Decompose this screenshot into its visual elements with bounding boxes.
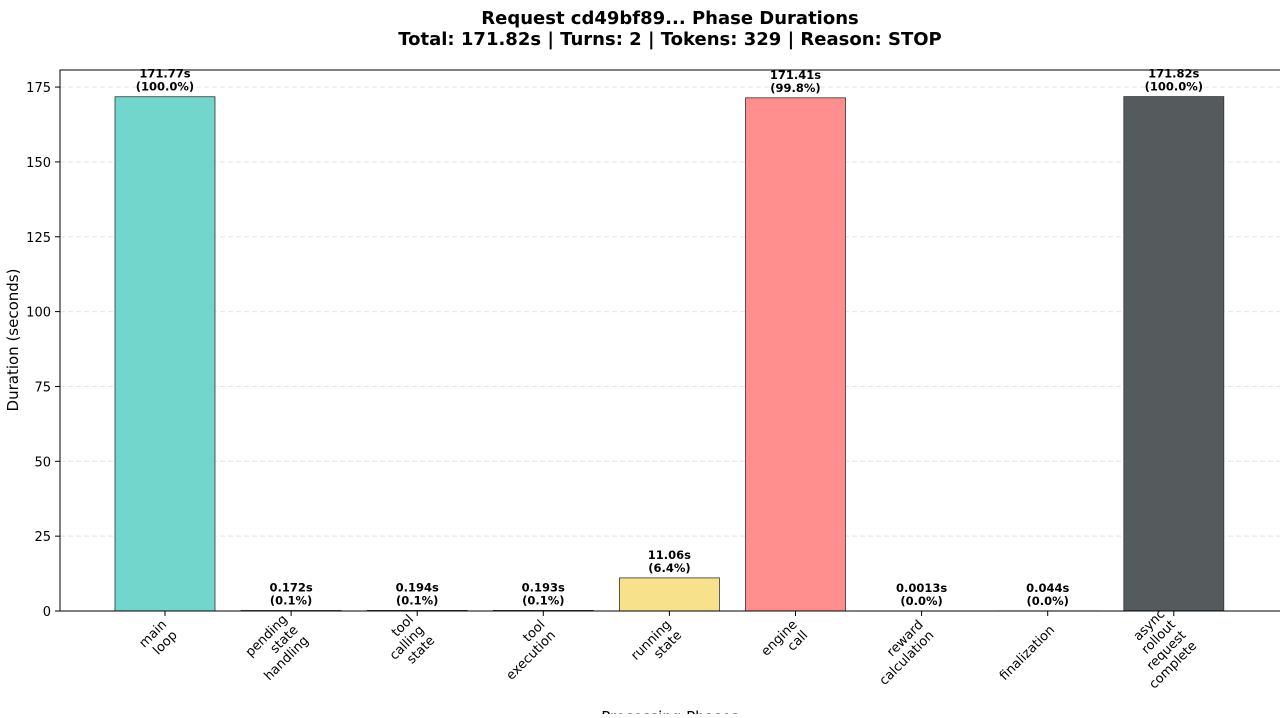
- y-tick-label: 25: [34, 530, 51, 545]
- percent-label: (0.1%): [396, 593, 438, 607]
- percent-label: (100.0%): [136, 80, 194, 94]
- y-tick-label: 175: [26, 81, 51, 96]
- chart-title: Request cd49bf89... Phase Durations: [481, 8, 859, 29]
- bar: [115, 97, 215, 611]
- x-axis-label: Processing Phases: [601, 708, 739, 714]
- value-label: 0.193s: [522, 580, 565, 594]
- value-label: 171.82s: [1148, 67, 1199, 81]
- value-label: 0.172s: [269, 580, 312, 594]
- y-axis-label: Duration (seconds): [4, 269, 22, 412]
- chart-subtitle: Total: 171.82s | Turns: 2 | Tokens: 329 …: [398, 29, 941, 50]
- value-label: 0.194s: [396, 580, 439, 594]
- x-tick-label: finalization: [997, 623, 1058, 684]
- percent-label: (0.1%): [270, 593, 312, 607]
- value-label: 171.77s: [139, 67, 190, 81]
- plot-frame: [60, 70, 1280, 611]
- percent-label: (6.4%): [648, 561, 690, 575]
- y-tick-label: 0: [43, 605, 51, 620]
- percent-label: (99.8%): [770, 81, 820, 95]
- value-label: 11.06s: [648, 548, 691, 562]
- percent-label: (0.0%): [900, 594, 942, 608]
- bar: [619, 578, 719, 611]
- percent-label: (0.0%): [1026, 594, 1068, 608]
- y-tick-label: 75: [34, 380, 51, 395]
- y-tick-label: 100: [26, 306, 51, 321]
- value-label: 0.044s: [1026, 581, 1069, 595]
- percent-label: (100.0%): [1145, 80, 1203, 94]
- percent-label: (0.1%): [522, 593, 564, 607]
- bar: [1124, 97, 1224, 611]
- bar: [746, 98, 846, 611]
- value-label: 0.0013s: [896, 581, 947, 595]
- y-tick-label: 50: [34, 455, 51, 470]
- x-tick-label-line: finalization: [997, 623, 1058, 684]
- y-tick-label: 125: [26, 231, 51, 246]
- y-tick-label: 150: [26, 156, 51, 171]
